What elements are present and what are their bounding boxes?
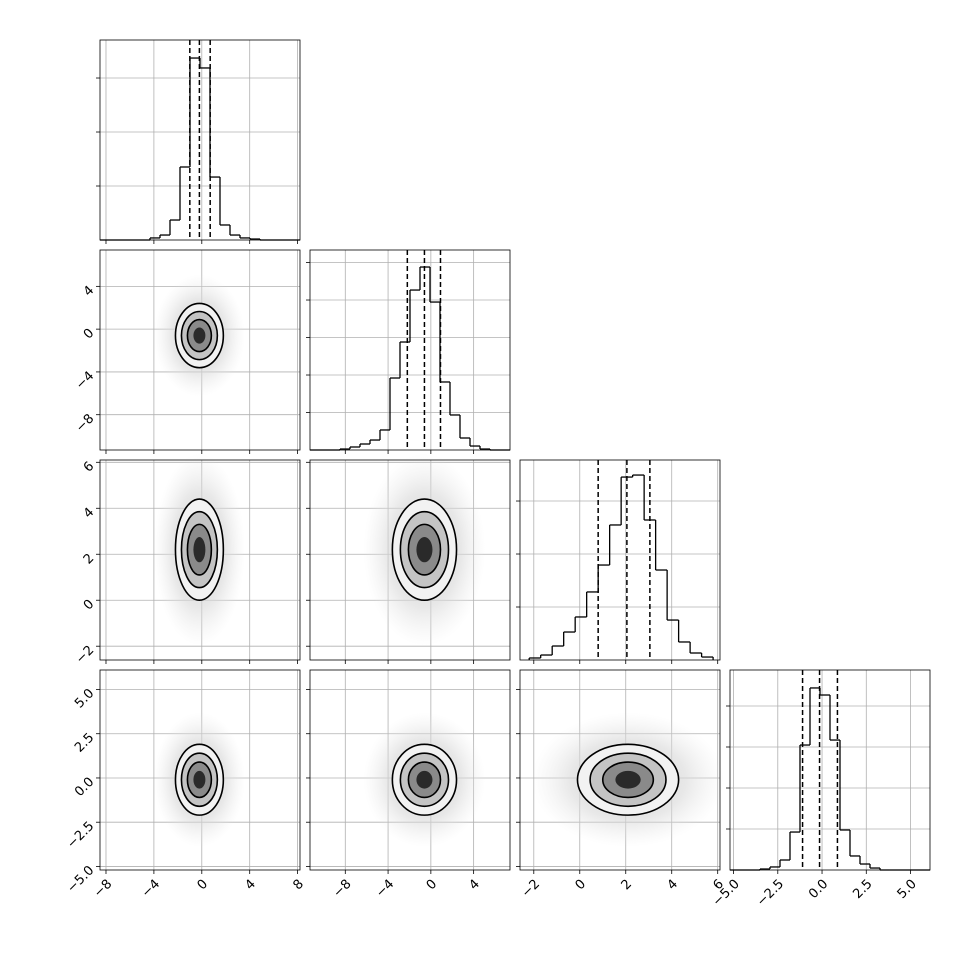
x-tick-label: −2.5 [754,877,787,910]
y-tick-label: −2 [73,643,97,667]
x-tick-label: −8 [91,877,115,901]
panel-frame [99,249,301,451]
hist-risers [528,475,714,660]
x-tick-label: 0 [424,877,440,893]
hist-risers [339,267,491,450]
y-tick-label: 2.5 [72,730,97,755]
x-tick-label: 2.5 [850,877,875,902]
x-tick-label: −2 [519,877,543,901]
y-tick-label: 4 [81,505,97,521]
x-tick-label: 4 [665,877,681,893]
y-tick-label: 0 [81,326,97,342]
contour [193,327,206,344]
x-tick-label: 4 [243,877,259,893]
panel-frame [99,669,301,871]
panel-frame [309,249,511,451]
panel-frame [729,669,931,871]
x-tick-label: −4 [373,877,397,901]
y-tick-label: −2.5 [64,819,97,852]
panel-frame [309,459,511,661]
contour [615,770,641,789]
x-tick-label: 0 [573,877,589,893]
panel-frame [99,39,301,241]
contour [193,770,206,789]
x-tick-label: −4 [139,877,163,901]
x-tick-label: 2 [619,877,635,893]
y-tick-label: −8 [73,411,97,435]
x-tick-label: 5.0 [895,877,920,902]
panel-frame [99,459,301,661]
y-tick-label: 5.0 [72,686,97,711]
contour [416,537,433,563]
panel-frame [519,459,721,661]
y-tick-label: 2 [81,551,97,567]
x-tick-label: −8 [330,877,354,901]
y-tick-label: 4 [81,283,97,299]
panel-frame [309,669,511,871]
x-tick-label: 0.0 [806,877,831,902]
x-tick-label: 8 [290,877,306,893]
contour [416,770,433,789]
x-tick-label: 4 [466,877,482,893]
panel-frame [519,669,721,871]
y-tick-label: 0.0 [72,775,97,800]
contour [193,537,206,563]
x-tick-label: 0 [195,877,211,893]
hist-risers [759,687,881,870]
y-tick-label: −4 [73,369,97,393]
y-tick-label: 0 [81,597,97,613]
y-tick-label: 6 [81,459,97,475]
